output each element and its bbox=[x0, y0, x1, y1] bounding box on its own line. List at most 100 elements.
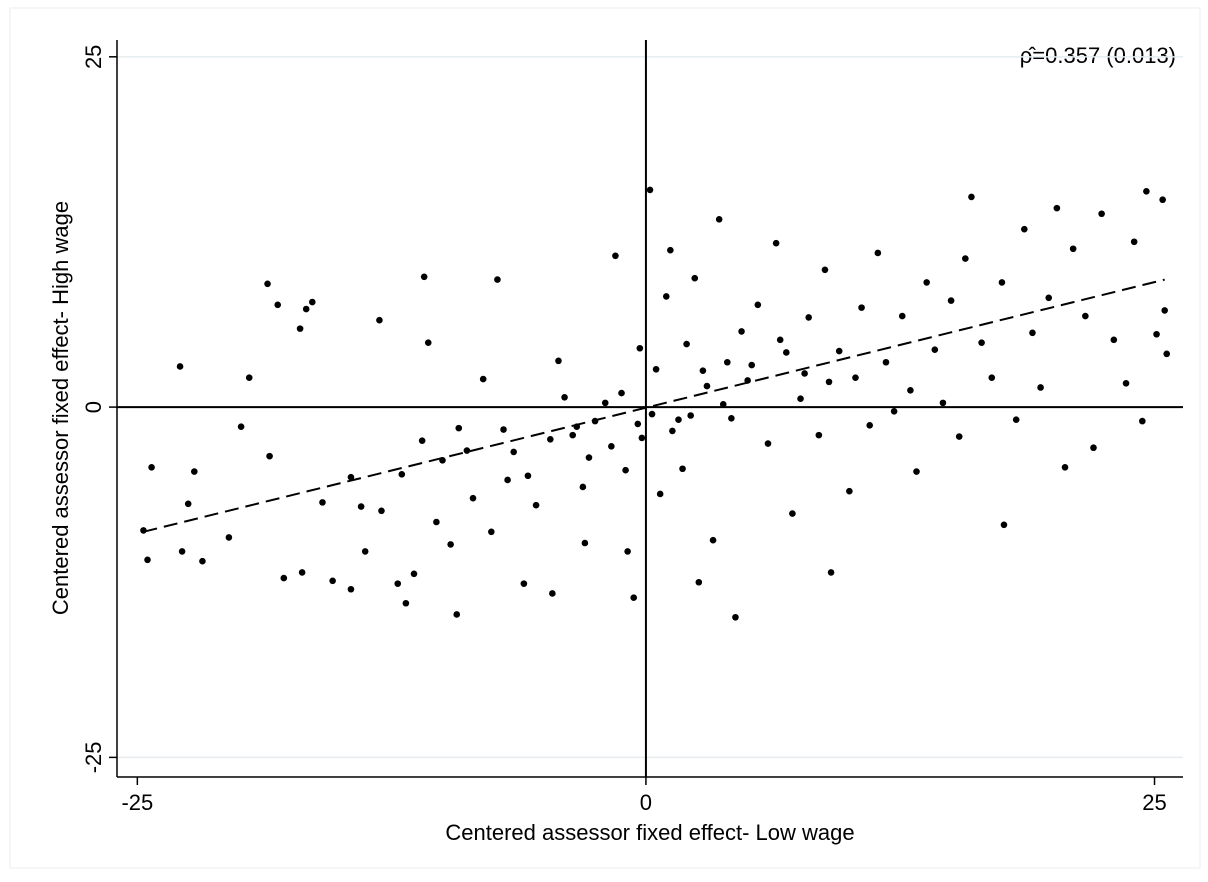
point bbox=[695, 578, 703, 586]
point bbox=[148, 464, 155, 471]
point bbox=[264, 280, 271, 288]
point bbox=[176, 363, 184, 370]
point bbox=[776, 336, 784, 344]
point bbox=[549, 590, 556, 597]
x-axis-title: Centered assessor fixed effect- Low wage bbox=[445, 820, 854, 845]
point bbox=[447, 541, 454, 548]
point bbox=[601, 399, 609, 407]
point bbox=[646, 186, 654, 194]
point bbox=[1053, 204, 1061, 212]
point bbox=[225, 534, 233, 541]
fit-line bbox=[143, 278, 1165, 533]
point bbox=[783, 349, 790, 356]
point bbox=[402, 599, 410, 607]
point bbox=[569, 431, 576, 439]
y-tick-label: 25 bbox=[81, 45, 106, 69]
point bbox=[329, 577, 336, 585]
point bbox=[296, 325, 304, 332]
point bbox=[1130, 238, 1138, 246]
point bbox=[852, 374, 859, 381]
point bbox=[581, 539, 589, 547]
point bbox=[1090, 444, 1097, 452]
point bbox=[585, 454, 593, 461]
point bbox=[772, 239, 780, 247]
point bbox=[835, 347, 843, 355]
point bbox=[494, 276, 501, 283]
point bbox=[378, 507, 385, 515]
point bbox=[504, 476, 511, 484]
point bbox=[274, 301, 282, 309]
point bbox=[898, 312, 906, 320]
point bbox=[622, 466, 629, 474]
point bbox=[298, 569, 306, 576]
y-tick-label: 0 bbox=[81, 401, 106, 413]
point bbox=[988, 374, 996, 381]
point bbox=[418, 437, 426, 445]
point bbox=[630, 594, 638, 601]
point bbox=[1139, 417, 1146, 425]
point bbox=[420, 273, 428, 281]
point bbox=[955, 433, 963, 440]
point bbox=[754, 301, 762, 309]
x-tick-label: 0 bbox=[640, 790, 652, 815]
y-tick-label: -25 bbox=[81, 741, 106, 773]
point bbox=[703, 382, 711, 390]
point bbox=[931, 346, 939, 353]
point bbox=[1069, 245, 1077, 253]
point bbox=[636, 344, 644, 352]
point bbox=[347, 585, 355, 593]
point bbox=[1159, 196, 1166, 204]
point bbox=[866, 422, 874, 429]
point bbox=[687, 412, 694, 419]
point bbox=[1029, 329, 1036, 337]
point bbox=[1098, 210, 1105, 218]
point bbox=[825, 378, 833, 386]
point bbox=[394, 580, 402, 587]
point bbox=[266, 452, 273, 460]
point bbox=[532, 501, 540, 509]
point bbox=[748, 361, 756, 369]
point bbox=[1000, 521, 1008, 529]
point bbox=[199, 557, 206, 565]
point bbox=[652, 365, 660, 373]
point bbox=[913, 468, 920, 475]
point bbox=[923, 279, 930, 286]
point bbox=[634, 420, 642, 428]
point bbox=[662, 293, 670, 300]
point bbox=[801, 370, 808, 377]
point bbox=[608, 443, 615, 450]
point bbox=[709, 536, 717, 544]
point bbox=[907, 386, 914, 394]
point bbox=[237, 423, 245, 431]
point bbox=[624, 548, 631, 555]
annotation: ρ̂=0.357 (0.013) bbox=[1020, 43, 1176, 68]
point bbox=[469, 494, 477, 502]
point bbox=[890, 408, 898, 415]
point bbox=[479, 375, 487, 383]
point bbox=[410, 570, 418, 578]
point bbox=[874, 249, 882, 257]
point bbox=[738, 328, 745, 335]
point bbox=[998, 279, 1006, 286]
point bbox=[1122, 379, 1130, 387]
point bbox=[319, 499, 326, 506]
point bbox=[947, 297, 955, 304]
point bbox=[433, 518, 440, 526]
point bbox=[547, 436, 554, 443]
point bbox=[719, 400, 727, 408]
frame bbox=[9, 7, 1201, 869]
point bbox=[1012, 416, 1020, 424]
point bbox=[821, 266, 829, 274]
point bbox=[1153, 330, 1160, 338]
point bbox=[1082, 312, 1089, 320]
y-axis-title: Centered assessor fixed effect- High wag… bbox=[48, 201, 73, 615]
point bbox=[1061, 464, 1069, 471]
point bbox=[789, 510, 796, 517]
point bbox=[178, 548, 186, 555]
point bbox=[858, 304, 865, 311]
point bbox=[683, 340, 690, 348]
point bbox=[805, 314, 812, 321]
point bbox=[939, 399, 947, 407]
point bbox=[144, 556, 151, 564]
